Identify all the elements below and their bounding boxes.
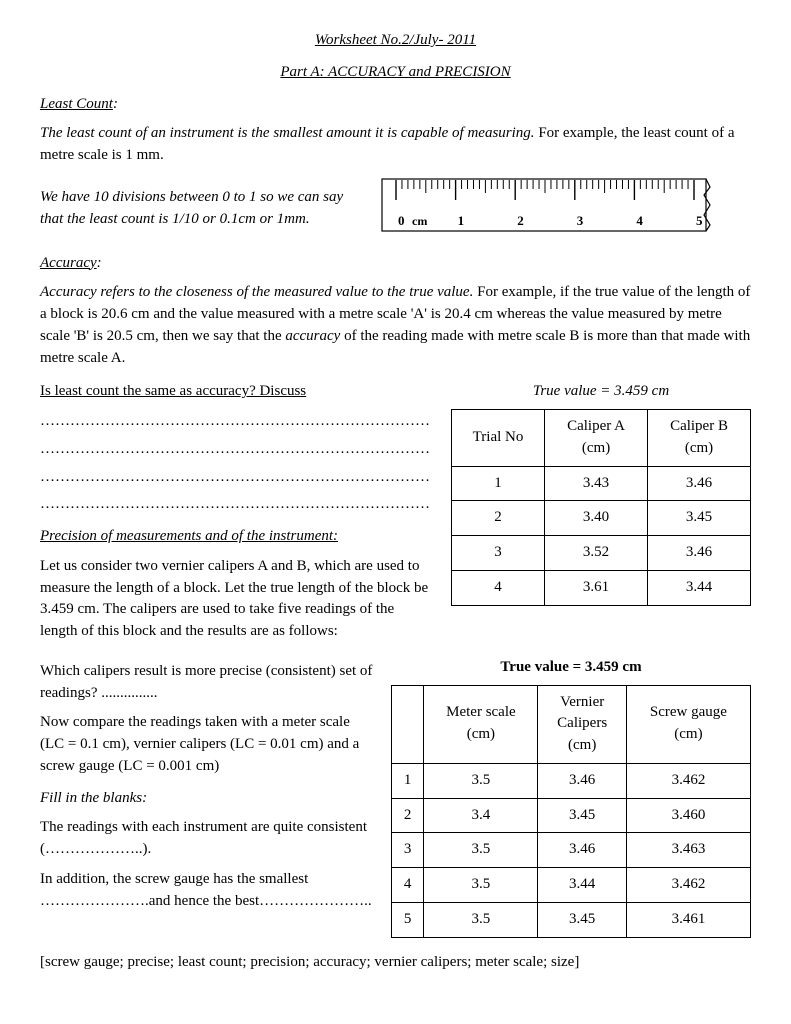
table-cell: 3.52 (545, 536, 648, 571)
table-cell: 3.5 (424, 833, 538, 868)
table-header (392, 685, 424, 763)
table-cell: 3.44 (538, 868, 626, 903)
table-row: 43.613.44 (452, 570, 751, 605)
least-count-heading: Least Count (40, 96, 113, 112)
fill-p2: In addition, the screw gauge has the sma… (40, 869, 373, 913)
fill-p1b: ). (143, 841, 152, 857)
answer-line[interactable]: …………………………………………………………………… (40, 411, 433, 433)
precision-p3: Now compare the readings taken with a me… (40, 712, 373, 777)
table-cell: 3.43 (545, 466, 648, 501)
table-row: 23.43.453.460 (392, 798, 751, 833)
table-cell: 5 (392, 902, 424, 937)
calipers-table: Trial NoCaliper A(cm)Caliper B(cm)13.433… (451, 409, 751, 606)
table-cell: 3.45 (648, 501, 751, 536)
accuracy-intro-italic: Accuracy refers to the closeness of the … (40, 284, 473, 300)
table-cell: 4 (392, 868, 424, 903)
least-count-intro: The least count of an instrument is the … (40, 123, 751, 167)
table-cell: 3.460 (626, 798, 750, 833)
table-cell: 3.5 (424, 868, 538, 903)
divisions-note: We have 10 divisions between 0 to 1 so w… (40, 187, 360, 231)
table-cell: 4 (452, 570, 545, 605)
fill-blank-2[interactable]: …………………. (40, 893, 149, 909)
table-row: 33.523.46 (452, 536, 751, 571)
table-cell: 2 (452, 501, 545, 536)
precision-p2a: Which calipers result is more precise (c… (40, 663, 372, 701)
least-count-intro-italic: The least count of an instrument is the … (40, 125, 535, 141)
table-row: 13.53.463.462 (392, 763, 751, 798)
table-header: VernierCalipers(cm) (538, 685, 626, 763)
table-header: Trial No (452, 410, 545, 467)
svg-text:4: 4 (636, 213, 643, 228)
table-cell: 3.46 (538, 833, 626, 868)
instruments-table: Meter scale(cm)VernierCalipers(cm)Screw … (391, 685, 751, 938)
precision-p2-dots[interactable]: ............... (101, 685, 157, 701)
worksheet-title: Worksheet No.2/July- 2011 (315, 32, 476, 48)
part-title: Part A: ACCURACY and PRECISION (280, 64, 510, 80)
table-cell: 1 (452, 466, 545, 501)
table-cell: 3.45 (538, 798, 626, 833)
table-row: 53.53.453.461 (392, 902, 751, 937)
table-cell: 3.44 (648, 570, 751, 605)
true-value-caption-1: True value = 3.459 cm (451, 381, 751, 403)
true-value-caption-2: True value = 3.459 cm (391, 657, 751, 679)
table-cell: 3.4 (424, 798, 538, 833)
svg-text:5: 5 (696, 213, 703, 228)
svg-text:2: 2 (517, 213, 524, 228)
table-cell: 3.46 (648, 536, 751, 571)
table-cell: 2 (392, 798, 424, 833)
table-cell: 3.5 (424, 763, 538, 798)
fill-blank-1[interactable]: ……………….. (45, 841, 143, 857)
table-cell: 3 (452, 536, 545, 571)
table-row: 33.53.463.463 (392, 833, 751, 868)
table-cell: 3.462 (626, 763, 750, 798)
accuracy-heading: Accuracy (40, 255, 97, 271)
fill-p2a: In addition, the screw gauge has the sma… (40, 871, 308, 887)
table-cell: 1 (392, 763, 424, 798)
answer-line[interactable]: …………………………………………………………………… (40, 467, 433, 489)
table-header: Caliper A(cm) (545, 410, 648, 467)
svg-text:0: 0 (398, 213, 405, 228)
table-cell: 3.40 (545, 501, 648, 536)
table-cell: 3.46 (538, 763, 626, 798)
answer-line[interactable]: …………………………………………………………………… (40, 439, 433, 461)
fill-blank-3[interactable]: ………………….. (259, 893, 372, 909)
lc-vs-accuracy-question: Is least count the same as accuracy? Dis… (40, 381, 433, 403)
table-cell: 3 (392, 833, 424, 868)
word-bank: [screw gauge; precise; least count; prec… (40, 952, 751, 974)
fill-p1: The readings with each instrument are qu… (40, 817, 373, 861)
accuracy-word: accuracy (285, 328, 340, 344)
precision-p2: Which calipers result is more precise (c… (40, 661, 373, 705)
answer-line[interactable]: …………………………………………………………………… (40, 494, 433, 516)
table-header: Caliper B(cm) (648, 410, 751, 467)
table-header: Meter scale(cm) (424, 685, 538, 763)
svg-text:3: 3 (577, 213, 584, 228)
ruler-icon: 0 1 2 3 4 5 cm (376, 175, 716, 235)
table-cell: 3.5 (424, 902, 538, 937)
svg-text:1: 1 (458, 213, 465, 228)
svg-text:cm: cm (412, 214, 427, 228)
table-cell: 3.463 (626, 833, 750, 868)
precision-p1: Let us consider two vernier calipers A a… (40, 556, 433, 643)
table-cell: 3.61 (545, 570, 648, 605)
table-cell: 3.461 (626, 902, 750, 937)
table-cell: 3.462 (626, 868, 750, 903)
table-cell: 3.46 (648, 466, 751, 501)
fill-p2mid: and hence the best (149, 893, 259, 909)
table-row: 43.53.443.462 (392, 868, 751, 903)
table-header: Screw gauge(cm) (626, 685, 750, 763)
table-row: 23.403.45 (452, 501, 751, 536)
accuracy-intro: Accuracy refers to the closeness of the … (40, 282, 751, 369)
table-row: 13.433.46 (452, 466, 751, 501)
precision-heading: Precision of measurements and of the ins… (40, 528, 338, 544)
table-cell: 3.45 (538, 902, 626, 937)
fill-heading: Fill in the blanks: (40, 790, 147, 806)
